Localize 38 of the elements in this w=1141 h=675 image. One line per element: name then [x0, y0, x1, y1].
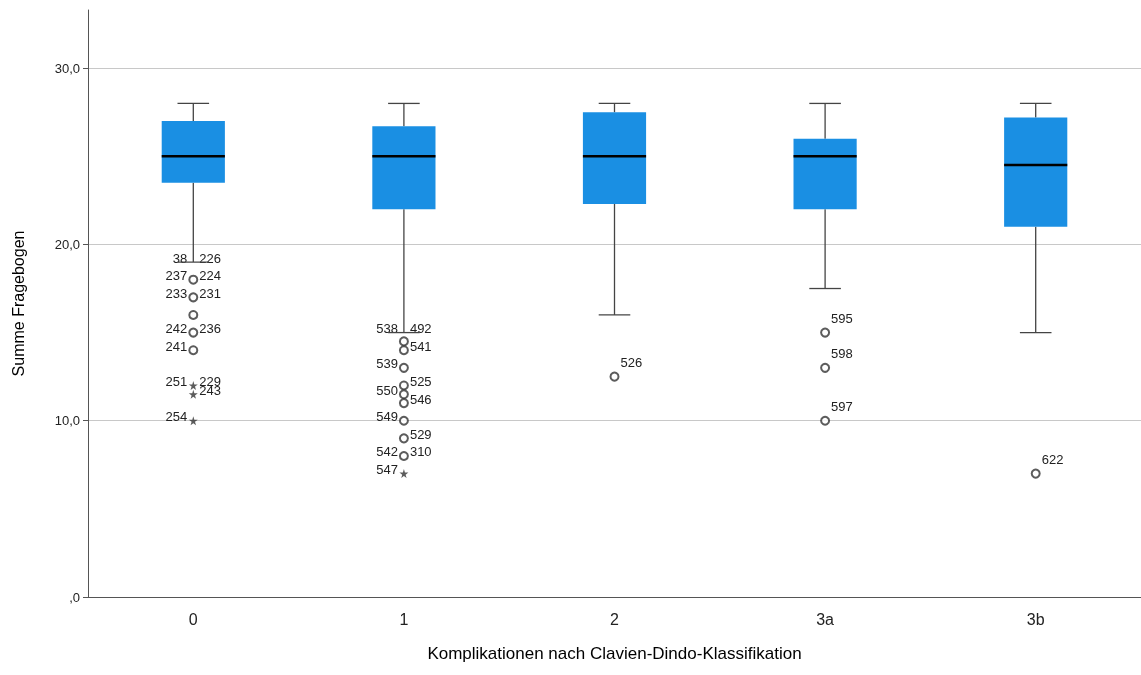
- annotation: 254: [165, 409, 188, 425]
- annotation: 542: [376, 444, 398, 460]
- annotation: 226: [199, 250, 221, 266]
- annotation: 242: [165, 321, 188, 337]
- annotation: 539: [376, 356, 398, 372]
- x-tick-label: 3b: [1026, 610, 1045, 628]
- x-tick-label: 1: [399, 610, 409, 628]
- x-tick-label: 0: [188, 610, 198, 628]
- annotation: 547: [376, 462, 398, 478]
- annotation: 597: [831, 399, 853, 415]
- annotation: 550: [376, 382, 398, 398]
- annotation: 546: [409, 391, 432, 407]
- annotation: 224: [199, 268, 221, 284]
- annotation: 595: [831, 311, 853, 327]
- y-axis-title: Summe Fragebogen: [9, 230, 27, 377]
- y-tick-label: 30,0: [54, 60, 80, 76]
- annotation: 598: [831, 346, 853, 362]
- x-tick-label: 3a: [816, 610, 835, 628]
- annotation: 236: [199, 321, 221, 337]
- y-tick-label: 10,0: [54, 413, 80, 429]
- annotation: 233: [165, 285, 188, 301]
- y-tick-label: 20,0: [54, 236, 80, 252]
- annotation: 241: [165, 338, 188, 354]
- annotation: 310: [409, 444, 432, 460]
- annotation: 525: [409, 373, 432, 389]
- annotation: 492: [409, 321, 432, 337]
- annotation: 529: [409, 426, 432, 442]
- x-tick-label: 2: [610, 610, 620, 628]
- annotation: 251: [165, 373, 188, 389]
- y-tick-label: ,0: [69, 589, 80, 605]
- annotation: 541: [409, 338, 432, 354]
- annotation: 526: [620, 355, 643, 371]
- annotation: 237: [165, 268, 188, 284]
- annotation: 549: [376, 409, 398, 425]
- annotation: 38: [172, 250, 188, 266]
- annotation: 622: [1041, 452, 1064, 468]
- x-axis-title: Komplikationen nach Clavien-Dindo-Klassifikation: [427, 644, 802, 663]
- annotation: 231: [199, 285, 221, 301]
